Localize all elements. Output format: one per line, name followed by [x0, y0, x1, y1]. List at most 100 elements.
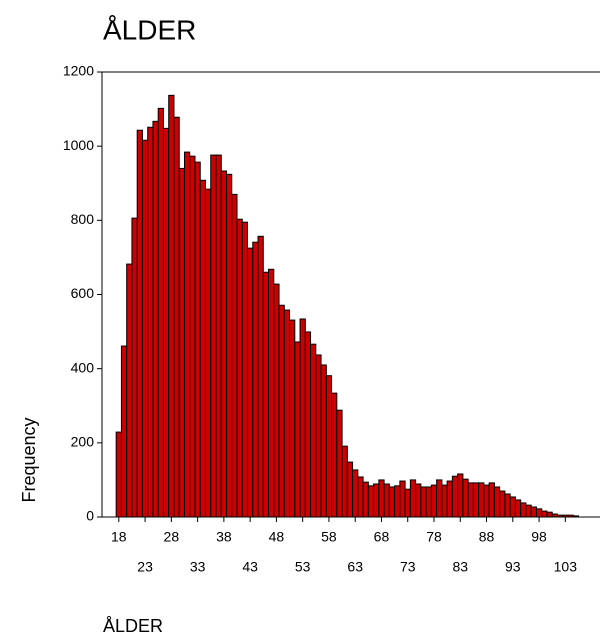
bar	[268, 268, 275, 518]
bar	[346, 461, 354, 518]
bar	[226, 173, 233, 518]
bar	[362, 481, 369, 518]
bar	[504, 493, 511, 518]
bar	[278, 304, 285, 518]
bar	[220, 170, 228, 518]
bar	[204, 188, 212, 518]
x-tick-label: 58	[321, 529, 337, 545]
bar	[478, 482, 485, 518]
bar	[520, 502, 527, 518]
y-tick-label: 1200	[63, 63, 94, 79]
bar	[472, 482, 480, 518]
bar	[236, 218, 243, 518]
bar	[367, 485, 375, 518]
bar	[488, 482, 495, 518]
bar	[304, 331, 312, 518]
x-tick-label: 43	[242, 559, 258, 575]
bar	[178, 167, 185, 518]
bar	[320, 364, 327, 518]
bar	[294, 341, 301, 518]
x-tick-label: 103	[554, 559, 578, 575]
bar	[257, 235, 264, 518]
y-tick-label: 600	[71, 285, 95, 301]
x-tick-label: 68	[374, 529, 390, 545]
x-axis-label: ÅLDER	[103, 616, 163, 636]
bar	[399, 480, 406, 518]
bar	[420, 486, 427, 518]
bar	[341, 445, 348, 518]
bar	[415, 483, 422, 518]
bar	[157, 107, 164, 518]
bar	[136, 129, 143, 518]
bar	[541, 510, 548, 518]
x-tick-label: 28	[164, 529, 180, 545]
bar	[310, 343, 317, 518]
x-tick-label: 73	[400, 559, 416, 575]
bar	[289, 319, 296, 518]
bar	[247, 247, 254, 518]
bar	[451, 475, 459, 518]
bar	[535, 508, 543, 518]
bar	[378, 479, 385, 518]
bar	[430, 484, 438, 518]
bar	[215, 154, 222, 518]
bar	[325, 375, 333, 518]
bar	[514, 499, 522, 518]
y-axis-label: Frequency	[19, 417, 39, 502]
bar	[194, 161, 201, 518]
bar	[352, 469, 359, 518]
bar	[357, 476, 364, 518]
bar	[530, 506, 537, 518]
bar	[120, 345, 128, 518]
bar	[509, 496, 516, 518]
bar	[499, 490, 506, 518]
bar	[446, 480, 453, 518]
bar	[168, 94, 175, 518]
y-tick-label: 200	[71, 434, 95, 450]
bar	[425, 486, 432, 518]
bar	[262, 271, 270, 518]
bar	[493, 486, 501, 518]
y-tick-label: 1000	[63, 137, 94, 153]
x-tick-label: 98	[531, 529, 547, 545]
bar	[283, 309, 291, 518]
bar	[467, 482, 474, 518]
bar	[436, 479, 443, 518]
bar	[141, 139, 149, 518]
bar	[462, 478, 469, 518]
bar	[546, 511, 553, 518]
bar	[441, 484, 448, 518]
bar	[241, 221, 249, 518]
bar	[525, 504, 532, 518]
bar	[231, 193, 238, 518]
bar	[388, 486, 396, 518]
bar	[173, 116, 180, 518]
x-tick-label: 53	[295, 559, 311, 575]
bar	[189, 155, 196, 518]
bar	[331, 392, 338, 518]
bar	[394, 485, 401, 518]
bar	[147, 126, 154, 518]
bar	[131, 217, 138, 518]
bar	[336, 409, 343, 518]
bar	[199, 179, 206, 518]
x-tick-label: 63	[347, 559, 363, 575]
bar	[404, 488, 411, 518]
bar	[252, 241, 259, 518]
bar	[373, 483, 380, 518]
bar	[115, 431, 122, 518]
bar	[183, 151, 191, 518]
x-tick-label: 48	[269, 529, 285, 545]
x-tick-label: 18	[111, 529, 127, 545]
y-tick-label: 800	[71, 211, 95, 227]
y-tick-label: 400	[71, 359, 95, 375]
bar	[126, 263, 133, 518]
x-tick-label: 88	[479, 529, 495, 545]
x-tick-label: 83	[452, 559, 468, 575]
chart-title: ÅLDER	[103, 14, 196, 45]
bar	[210, 154, 217, 518]
x-tick-label: 23	[137, 559, 153, 575]
bar	[299, 318, 306, 518]
bar	[457, 473, 464, 518]
